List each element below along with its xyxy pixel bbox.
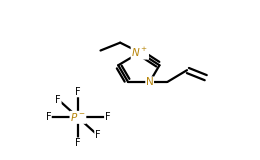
Text: $N^+$: $N^+$ bbox=[131, 46, 148, 59]
Text: $P^-$: $P^-$ bbox=[70, 111, 86, 123]
Text: F: F bbox=[75, 138, 81, 148]
Text: F: F bbox=[55, 95, 61, 105]
Text: F: F bbox=[75, 87, 81, 97]
Text: F: F bbox=[105, 112, 110, 122]
Text: N: N bbox=[146, 77, 153, 87]
Text: F: F bbox=[46, 112, 51, 122]
Text: F: F bbox=[95, 130, 100, 140]
